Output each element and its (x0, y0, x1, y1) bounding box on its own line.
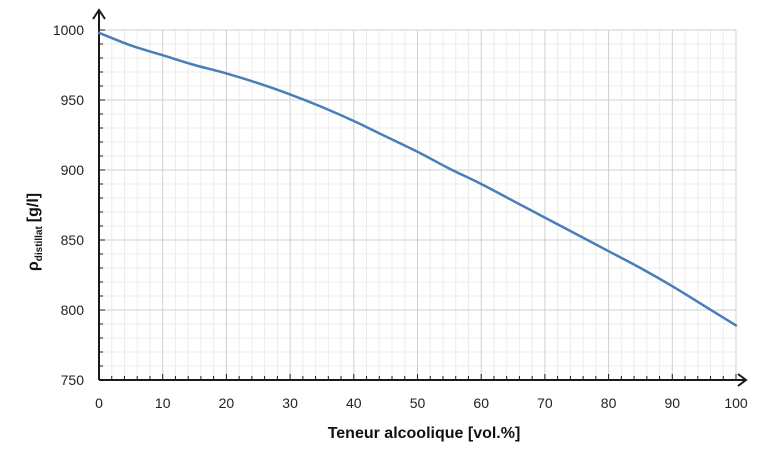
y-tick-label: 900 (61, 162, 85, 178)
x-tick-label: 10 (155, 395, 171, 411)
y-tick-label: 1000 (53, 22, 84, 38)
x-tick-label: 80 (601, 395, 617, 411)
series-group (97, 31, 738, 327)
y-axis-arrow (92, 8, 106, 20)
x-tick-label: 100 (724, 395, 748, 411)
y-axis-title: ρdistillat [g/l] (25, 193, 45, 271)
x-tick-label: 20 (219, 395, 235, 411)
axis-ticks (98, 29, 737, 381)
y-tick-label: 800 (61, 302, 85, 318)
x-tick-label: 70 (537, 395, 553, 411)
y-axis-unit: [g/l] (25, 193, 42, 222)
series-line-0 (97, 31, 738, 327)
y-tick-label: 950 (61, 92, 85, 108)
x-axis-arrow (737, 373, 748, 387)
y-axis-symbol: ρ (25, 261, 42, 271)
x-tick-label: 0 (95, 395, 103, 411)
x-tick-label: 90 (665, 395, 681, 411)
x-tick-label: 40 (346, 395, 362, 411)
y-tick-label: 850 (61, 232, 85, 248)
y-tick-labels: 750 800 850 900 950 1000 (53, 22, 84, 388)
x-tick-labels: 0 10 20 30 40 50 60 70 80 90 100 (95, 395, 748, 411)
x-axis-title: Teneur alcoolique [vol.%] (328, 425, 521, 442)
x-tick-label: 50 (410, 395, 426, 411)
y-tick-label: 750 (61, 372, 85, 388)
x-tick-label: 30 (282, 395, 298, 411)
x-tick-label: 60 (473, 395, 489, 411)
major-gridlines (99, 29, 737, 380)
y-axis-subscript: distillat (34, 226, 45, 262)
